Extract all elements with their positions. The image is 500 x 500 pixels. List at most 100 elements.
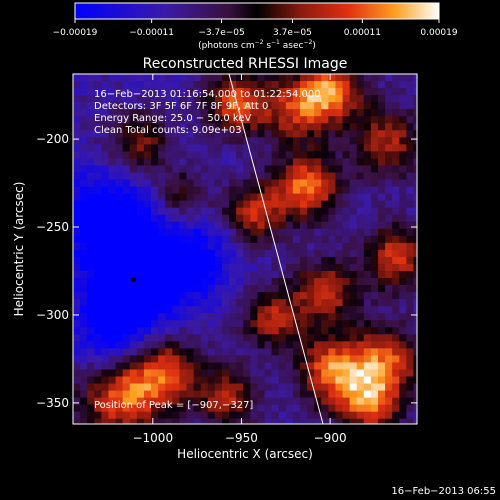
heatmap-cell — [392, 292, 400, 300]
heatmap-cell — [151, 348, 159, 357]
heatmap-cell — [122, 320, 131, 328]
heatmap-cell — [151, 334, 159, 342]
heatmap-cell — [158, 137, 166, 145]
heatmap-cell — [229, 172, 237, 181]
heatmap-cell — [207, 137, 216, 145]
heatmap-cell — [87, 376, 95, 385]
heatmap-cell — [200, 285, 209, 293]
heatmap-cell — [186, 186, 195, 195]
heatmap-cell — [299, 102, 308, 110]
heatmap-cell — [80, 151, 88, 160]
heatmap-cell — [214, 200, 223, 209]
heatmap-cell — [207, 334, 216, 342]
heatmap-cell — [122, 270, 131, 279]
heatmap-cell — [172, 313, 180, 321]
heatmap-cell — [129, 383, 138, 392]
heatmap-cell — [349, 404, 358, 413]
heatmap-cell — [271, 109, 280, 117]
heatmap-cell — [151, 383, 159, 392]
heatmap-cell — [94, 334, 102, 342]
heatmap-cell — [250, 186, 259, 195]
heatmap-cell — [335, 179, 344, 188]
heatmap-cell — [243, 179, 251, 188]
heatmap-cell — [151, 320, 159, 328]
heatmap-cell — [406, 214, 415, 223]
heatmap-cell — [335, 165, 344, 174]
heatmap-cell — [80, 144, 88, 152]
heatmap-cell — [250, 158, 259, 167]
heatmap-cell — [165, 263, 173, 272]
heatmap-cell — [250, 404, 259, 413]
heatmap-cell — [307, 109, 315, 117]
heatmap-cell — [94, 235, 102, 244]
heatmap-cell — [299, 151, 308, 160]
heatmap-cell — [200, 390, 209, 399]
heatmap-cell — [186, 95, 195, 103]
heatmap-cell — [299, 292, 308, 300]
heatmap-cell — [377, 179, 386, 188]
heatmap-cell — [292, 158, 301, 167]
heatmap-cell — [108, 249, 117, 258]
heatmap-cell — [328, 376, 337, 385]
heatmap-cell — [101, 193, 110, 202]
heatmap-cell — [94, 263, 102, 272]
heatmap-cell — [80, 376, 88, 385]
heatmap-cell — [186, 130, 195, 138]
heatmap-cell — [122, 193, 131, 202]
heatmap-cell — [278, 341, 287, 349]
heatmap-cell — [143, 327, 152, 335]
heatmap-cell — [186, 285, 195, 293]
heatmap-cell — [271, 313, 280, 321]
heatmap-cell — [413, 102, 417, 110]
heatmap-cell — [136, 235, 145, 244]
heatmap-cell — [236, 376, 244, 385]
heatmap-cell — [271, 81, 280, 89]
heatmap-cell — [335, 334, 344, 342]
heatmap-cell — [299, 137, 308, 145]
heatmap-cell — [73, 306, 81, 314]
heatmap-cell — [200, 158, 209, 167]
heatmap-cell — [115, 235, 124, 244]
heatmap-cell — [172, 242, 180, 251]
heatmap-cell — [257, 193, 266, 202]
heatmap-cell — [307, 123, 315, 131]
heatmap-cell — [257, 130, 266, 138]
heatmap-cell — [377, 355, 386, 364]
heatmap-cell — [115, 383, 124, 392]
heatmap-cell — [377, 144, 386, 152]
heatmap-cell — [285, 130, 294, 138]
heatmap-cell — [292, 130, 301, 138]
heatmap-cell — [172, 320, 180, 328]
heatmap-cell — [101, 249, 110, 258]
heatmap-cell — [243, 130, 251, 138]
heatmap-cell — [328, 200, 337, 209]
heatmap-cell — [229, 256, 237, 265]
heatmap-cell — [363, 348, 372, 357]
heatmap-cell — [413, 81, 417, 89]
heatmap-cell — [151, 242, 159, 251]
heatmap-cell — [80, 334, 88, 342]
heatmap-cell — [264, 242, 273, 251]
heatmap-cell — [250, 172, 259, 181]
heatmap-cell — [165, 334, 173, 342]
heatmap-cell — [221, 186, 230, 195]
heatmap-cell — [200, 242, 209, 251]
heatmap-cell — [73, 235, 81, 244]
heatmap-cell — [356, 320, 365, 328]
heatmap-cell — [321, 88, 329, 96]
heatmap-cell — [257, 172, 266, 181]
heatmap-cell — [193, 207, 202, 216]
heatmap-cell — [264, 74, 273, 82]
heatmap-cell — [342, 278, 351, 286]
heatmap-cell — [136, 369, 145, 378]
heatmap-cell — [207, 299, 216, 307]
heatmap-cell — [363, 221, 372, 230]
heatmap-cell — [278, 418, 287, 424]
heatmap-cell — [328, 123, 337, 131]
heatmap-cell — [399, 313, 407, 321]
heatmap-cell — [406, 221, 415, 230]
heatmap-cell — [243, 200, 251, 209]
heatmap-cell — [186, 334, 195, 342]
heatmap-cell — [399, 172, 407, 181]
heatmap-cell — [101, 306, 110, 314]
